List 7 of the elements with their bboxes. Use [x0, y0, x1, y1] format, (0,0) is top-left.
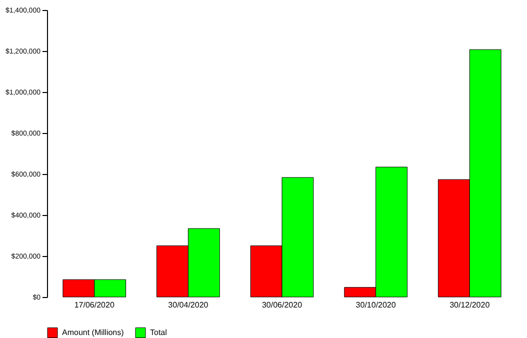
x-tick-label: 30/12/2020: [450, 300, 490, 310]
x-tick-label: 30/06/2020: [262, 300, 303, 310]
x-tick-label: 17/06/2020: [74, 300, 115, 310]
x-tick-label: 30/04/2020: [168, 300, 209, 310]
x-tick-label: 30/10/2020: [356, 300, 396, 310]
legend-label: Total: [150, 328, 168, 337]
legend-label: Amount (Millions): [62, 328, 124, 337]
